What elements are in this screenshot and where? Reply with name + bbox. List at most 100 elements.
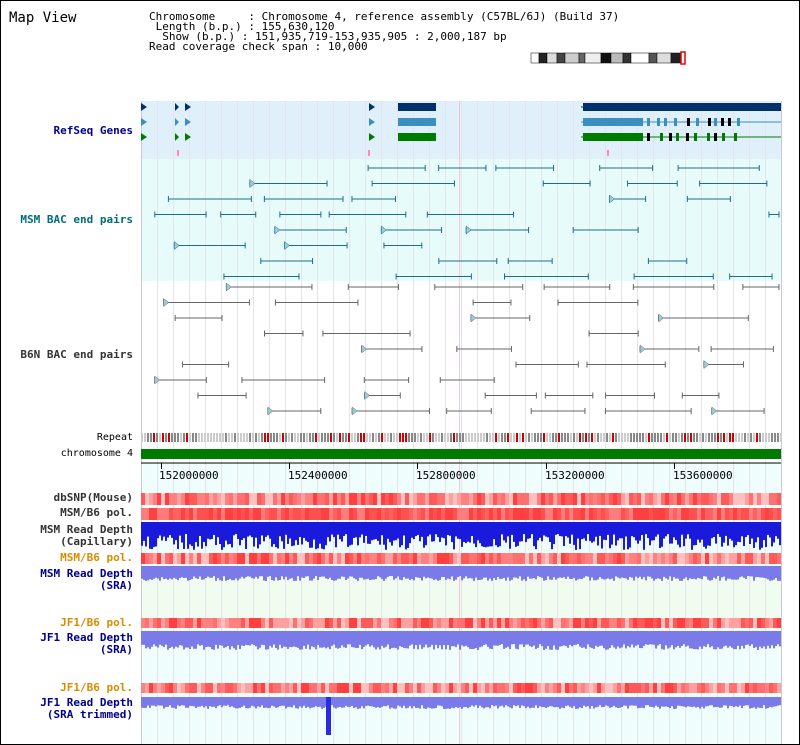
jf1-read-depth-sra-label[interactable]: JF1 Read Depth (SRA) xyxy=(40,632,133,656)
refseq-genes-label[interactable]: RefSeq Genes xyxy=(53,124,133,137)
jf1-depth-sra-bar xyxy=(767,631,769,646)
repeat-element xyxy=(651,433,653,442)
msm-depth-capillary-bar xyxy=(345,522,347,535)
jf1-pol-heat xyxy=(353,618,357,628)
repeat-element xyxy=(303,433,305,442)
dbsnp-label[interactable]: dbSNP(Mouse) xyxy=(53,491,133,504)
jf1-depth-sra-bar xyxy=(159,631,161,645)
gene-block xyxy=(583,133,643,141)
jf1-depth-sra-bar xyxy=(563,631,565,646)
jf1-pol-heat xyxy=(557,618,561,628)
dbsnp-heat xyxy=(385,493,389,505)
jf1-depth-trimmed-bar xyxy=(721,697,723,708)
jf1-depth-trimmed-bar xyxy=(701,697,703,707)
msm-depth-capillary-bar xyxy=(517,522,519,546)
msm-depth-sra-bar xyxy=(429,566,431,579)
dbsnp-heat xyxy=(605,493,609,505)
dbsnp-heat xyxy=(769,493,773,505)
msm-depth-capillary-bar xyxy=(719,522,721,537)
jf1-depth-trimmed-bar xyxy=(575,697,577,709)
axis-tick-label: 153200000 xyxy=(545,469,605,482)
msm-depth-capillary-bar xyxy=(401,522,403,546)
msm-depth-capillary-bar xyxy=(331,522,333,535)
axis-tick-label: 152800000 xyxy=(416,469,476,482)
msm-pol-heat-2 xyxy=(425,553,429,564)
msm-pol-heat-2 xyxy=(417,553,421,564)
msm-pol-heat-2 xyxy=(449,553,453,564)
msm-pol-heat xyxy=(221,508,225,520)
dbsnp-heat xyxy=(373,493,377,505)
msm-depth-sra-bar xyxy=(679,566,681,581)
msm-b6-pol-label[interactable]: MSM/B6 pol. xyxy=(60,506,133,519)
msm-depth-capillary-bar xyxy=(495,522,497,546)
jf1-pol-heat xyxy=(601,618,605,628)
jf1-depth-trimmed-bar xyxy=(661,697,663,707)
dbsnp-heat xyxy=(721,493,725,505)
msm-depth-capillary-bar xyxy=(363,522,365,543)
jf1-depth-sra-bar xyxy=(303,631,305,646)
jf1-read-depth-trimmed-label[interactable]: JF1 Read Depth (SRA trimmed) xyxy=(40,697,133,721)
msm-b6-pol-label-2[interactable]: MSM/B6 pol. xyxy=(60,551,133,564)
jf1-depth-sra-line2: (SRA) xyxy=(99,643,133,656)
repeat-element xyxy=(729,433,731,442)
msm-depth-sra-bar xyxy=(721,566,723,578)
msm-pol-heat xyxy=(377,508,381,520)
repeat-element xyxy=(438,433,440,442)
jf1-pol-heat-2 xyxy=(773,683,777,693)
jf1-pol-heat xyxy=(713,618,717,628)
jf1-pol-heat-2 xyxy=(521,683,525,693)
msm-depth-sra-bar xyxy=(211,566,213,578)
b6n-bac-pair xyxy=(639,344,646,354)
msm-depth-sra-bar xyxy=(735,566,737,580)
jf1-pol-heat-2 xyxy=(761,683,765,693)
jf1-depth-trimmed-bar xyxy=(183,697,185,706)
msm-depth-capillary-bar xyxy=(175,522,177,541)
jf1-b6-pol-label-2[interactable]: JF1/B6 pol. xyxy=(60,681,133,694)
msm-depth-capillary-bar xyxy=(407,522,409,548)
jf1-depth-sra-bar xyxy=(545,631,547,649)
b6n-bac-end-pairs-label[interactable]: B6N BAC end pairs xyxy=(20,348,133,361)
jf1-pol-heat xyxy=(565,618,569,628)
repeat-element xyxy=(672,433,674,442)
jf1-depth-trimmed-bar xyxy=(301,697,303,708)
msm-depth-sra-bar xyxy=(621,566,623,578)
jf1-depth-sra-bar xyxy=(631,631,633,645)
jf1-depth-trimmed-bar xyxy=(367,697,369,706)
jf1-depth-sra-bar xyxy=(391,631,393,649)
b6n-bac-pair xyxy=(364,390,370,401)
dbsnp-heat xyxy=(189,493,193,505)
jf1-depth-sra-bar xyxy=(715,631,717,650)
msm-read-depth-capillary-label[interactable]: MSM Read Depth (Capillary) xyxy=(40,524,133,548)
msm-read-depth-sra-label[interactable]: MSM Read Depth (SRA) xyxy=(40,568,133,592)
msm-depth-capillary-bar xyxy=(451,522,453,543)
msm-pol-heat xyxy=(433,508,437,520)
repeat-element xyxy=(564,433,566,442)
dbsnp-heat xyxy=(305,493,309,505)
msm-depth-sra-bar xyxy=(403,566,405,578)
jf1-depth-sra-bar xyxy=(375,631,377,650)
msm-bac-end-pairs-label[interactable]: MSM BAC end pairs xyxy=(20,213,133,226)
jf1-pol-heat xyxy=(289,618,293,628)
exon xyxy=(657,118,660,126)
jf1-pol-heat-2 xyxy=(609,683,613,693)
jf1-pol-heat-2 xyxy=(477,683,481,693)
repeat-element xyxy=(726,433,728,442)
jf1-depth-sra-bar xyxy=(575,631,577,645)
msm-pol-heat xyxy=(209,508,213,520)
jf1-b6-pol-label[interactable]: JF1/B6 pol. xyxy=(60,616,133,629)
jf1-depth-sra-bar xyxy=(207,631,209,647)
msm-depth-capillary-bar xyxy=(333,522,335,538)
msm-pol-heat xyxy=(409,508,413,520)
msm-depth-sra-bar xyxy=(317,566,319,580)
repeat-element xyxy=(507,433,509,442)
jf1-depth-trimmed-bar xyxy=(541,697,543,708)
jf1-depth-sra-bar xyxy=(441,631,443,650)
repeat-element xyxy=(633,433,635,442)
repeat-element xyxy=(270,433,272,442)
jf1-pol-heat-2 xyxy=(377,683,381,693)
msm-depth-capillary-bar xyxy=(617,522,619,541)
dbsnp-heat xyxy=(773,493,777,505)
exon xyxy=(737,118,740,126)
